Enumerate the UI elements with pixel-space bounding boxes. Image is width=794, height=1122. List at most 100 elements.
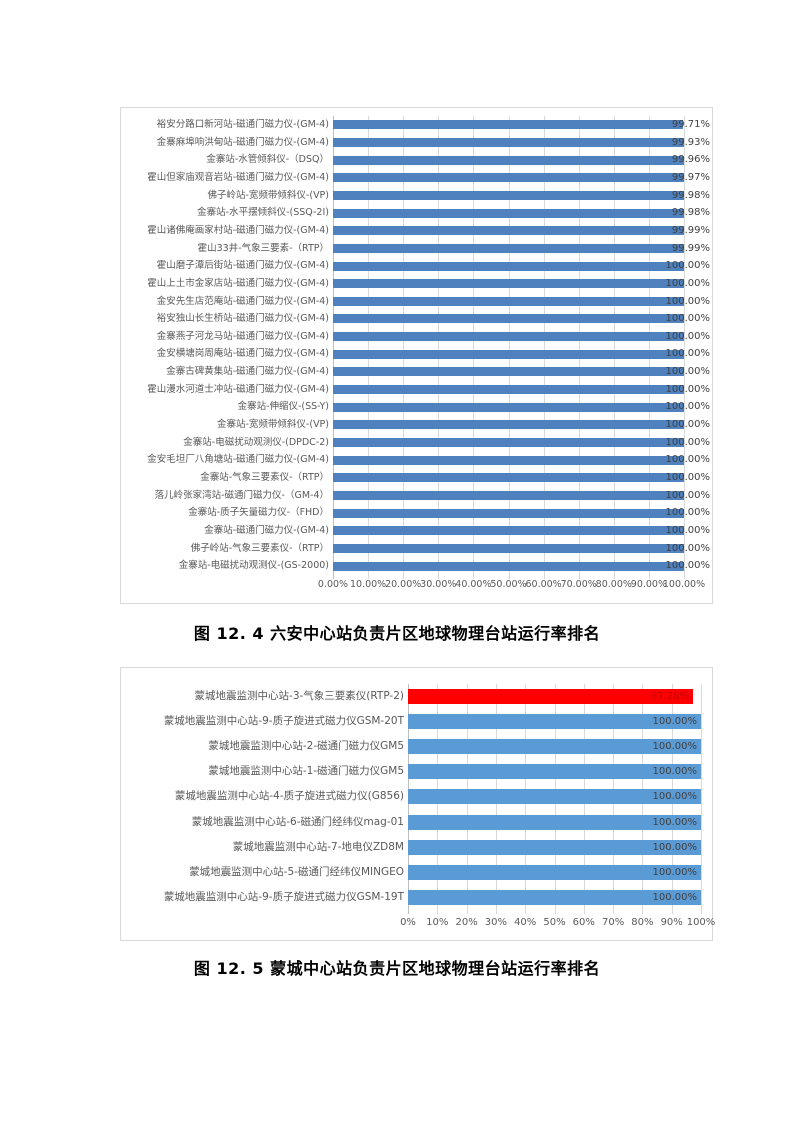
x-axis-tick-label: 50% <box>543 917 566 928</box>
bar <box>333 279 684 289</box>
bar-row: 蒙城地震监测中心站-1-磁通门磁力仪GM5 100.00% <box>121 759 712 784</box>
x-gridline <box>648 116 650 579</box>
bar-row: 金寨站-气象三要素仪-（RTP） 100.00% <box>121 469 712 487</box>
value-label: 99.99% <box>671 242 710 254</box>
value-label: 100.00% <box>665 507 711 519</box>
bar-row: 蒙城地震监测中心站-3-气象三要素仪(RTP-2) 97.28% <box>121 684 712 709</box>
x-axis-tick-label: 20% <box>455 917 478 928</box>
bar-row: 金安先生店范庵站-磁通门磁力仪-(GM-4) 100.00% <box>121 293 712 311</box>
value-label: 100.00% <box>665 560 711 572</box>
x-axis-tick-label: 0% <box>400 917 416 928</box>
bar <box>333 226 684 236</box>
value-label: 100.00% <box>665 277 711 289</box>
value-label: 97.28% <box>650 691 690 702</box>
x-gridline <box>543 116 545 579</box>
bar-row: 金寨麻埠响洪甸站-磁通门磁力仪-(GM-4) 99.93% <box>121 134 712 152</box>
bar <box>333 385 684 395</box>
x-axis-tick-label: 90.00% <box>630 579 668 590</box>
bar <box>333 543 684 553</box>
bar <box>333 261 684 271</box>
x-axis-tick-label: 60.00% <box>525 579 562 590</box>
value-label: 100.00% <box>665 313 711 325</box>
value-label: 100.00% <box>652 866 698 878</box>
value-label: 99.98% <box>671 207 710 219</box>
category-label: 霍山诸佛庵画家村站-磁通门磁力仪-(GM-4) <box>147 224 329 236</box>
value-label: 99.99% <box>671 224 710 236</box>
bar <box>408 739 701 755</box>
category-label: 金寨站-电磁扰动观测仪-(GS-2000) <box>178 560 329 572</box>
x-gridline <box>438 116 440 579</box>
x-axis-tick-label: 20.00% <box>385 579 422 590</box>
x-axis-tick-label: 30% <box>484 917 508 928</box>
category-label: 蒙城地震监测中心站-7-地电仪ZD8M <box>232 840 404 853</box>
value-label: 99.93% <box>671 136 710 148</box>
chart-luan-station-operation-rate: 裕安分路口新河站-磁通门磁力仪-(GM-4) 99.71% 金寨麻埠响洪甸站-磁通门… <box>120 107 713 604</box>
value-label: 100.00% <box>665 260 711 272</box>
bar-row: 蒙城地震监测中心站-6-磁通门经纬仪mag-01 100.00% <box>121 810 712 835</box>
bar-highlighted <box>408 689 694 705</box>
x-axis-tick-label: 100.00% <box>662 579 706 590</box>
value-label: 100.00% <box>665 489 711 501</box>
bar-row: 霍山漫水河道士冲站-磁通门磁力仪-(GM-4) 100.00% <box>121 381 712 399</box>
x-gridline <box>578 116 580 579</box>
value-label: 99.98% <box>671 189 710 201</box>
x-axis-tick-label: 40.00% <box>455 579 492 590</box>
bar <box>333 402 684 412</box>
value-label: 100.00% <box>665 383 711 395</box>
bar <box>333 455 684 465</box>
bar <box>333 508 684 518</box>
category-label: 蒙城地震监测中心站-1-磁通门磁力仪GM5 <box>208 765 404 778</box>
bar-row: 霍山磨子潭后街站-磁通门磁力仪-(GM-4) 100.00% <box>121 257 712 275</box>
category-label: 落儿岭张家湾站-磁通门磁力仪-（GM-4） <box>154 489 329 501</box>
category-label: 蒙城地震监测中心站-4-质子旋进式磁力仪(G856) <box>174 790 404 803</box>
bar-row: 蒙城地震监测中心站-7-地电仪ZD8M 100.00% <box>121 835 712 860</box>
value-label: 100.00% <box>652 716 698 728</box>
bar <box>333 314 684 324</box>
value-label: 100.00% <box>665 542 711 554</box>
bar <box>408 764 701 780</box>
value-label: 100.00% <box>665 524 711 536</box>
category-label: 金安横塘岗周庵站-磁通门磁力仪-(GM-4) <box>156 348 329 360</box>
category-label: 金安毛坦厂八角塘站-磁通门磁力仪-(GM-4) <box>147 454 329 466</box>
x-axis-tick-label: 70% <box>601 917 625 928</box>
category-label: 金寨站-水平摆倾斜仪-(SSQ-2I) <box>197 207 329 219</box>
bar-row: 落儿岭张家湾站-磁通门磁力仪-（GM-4） 100.00% <box>121 487 712 505</box>
category-label: 金寨站-磁通门磁力仪-(GM-4) <box>204 524 329 536</box>
value-label: 99.97% <box>671 171 710 183</box>
category-label: 霍山磨子潭后街站-磁通门磁力仪-(GM-4) <box>156 260 329 272</box>
value-label: 100.00% <box>665 472 711 483</box>
value-label: 100.00% <box>665 366 711 378</box>
category-label: 霍山33井-气象三要素-（RTP） <box>197 242 329 254</box>
value-label: 100.00% <box>665 401 711 413</box>
bar <box>333 120 683 130</box>
category-label: 裕安分路口新河站-磁通门磁力仪-(GM-4) <box>156 119 329 130</box>
bar <box>333 208 684 218</box>
bar-row: 霍山上土市金家店站-磁通门磁力仪-(GM-4) 100.00% <box>121 275 712 293</box>
x-axis-tick-label: 100% <box>686 917 716 928</box>
bar <box>333 296 684 306</box>
category-label: 金安先生店范庵站-磁通门磁力仪-(GM-4) <box>156 295 329 307</box>
x-gridline <box>403 116 405 579</box>
x-axis-tick-label: 80.00% <box>595 579 632 590</box>
x-axis-tick-label: 50.00% <box>490 579 527 590</box>
category-label: 金寨燕子河龙马站-磁通门磁力仪-(GM-4) <box>156 330 329 342</box>
bar-row: 佛子岭站-气象三要素仪-（RTP） 100.00% <box>121 540 712 558</box>
category-label: 裕安独山长生桥站-磁通门磁力仪-(GM-4) <box>156 313 329 325</box>
value-label: 100.00% <box>652 816 698 828</box>
bar <box>408 839 701 855</box>
bar <box>408 814 701 830</box>
bar-row: 蒙城地震监测中心站-9-质子旋进式磁力仪GSM-20T 100.00% <box>121 709 712 734</box>
value-label: 99.96% <box>671 154 710 166</box>
y-axis-line <box>333 116 334 579</box>
category-label: 金寨站-电磁扰动观测仪-(DPDC-2) <box>183 436 329 448</box>
bar-row: 金寨站-电磁扰动观测仪-(GS-2000) 100.00% <box>121 557 712 575</box>
bar-row: 金安横塘岗周庵站-磁通门磁力仪-(GM-4) 100.00% <box>121 345 712 363</box>
bar-row: 霍山但家庙观音岩站-磁通门磁力仪-(GM-4) 99.97% <box>121 169 712 187</box>
bar-row: 霍山诸佛庵画家村站-磁通门磁力仪-(GM-4) 99.99% <box>121 222 712 240</box>
x-axis-tick-label: 40% <box>514 917 537 928</box>
category-label: 蒙城地震监测中心站-2-磁通门磁力仪GM5 <box>208 740 404 753</box>
category-label: 金寨古碑黄集站-磁通门磁力仪-(GM-4) <box>166 366 329 378</box>
bar <box>333 420 684 430</box>
bar-row: 裕安独山长生桥站-磁通门磁力仪-(GM-4) 100.00% <box>121 310 712 328</box>
value-label: 100.00% <box>665 436 711 448</box>
